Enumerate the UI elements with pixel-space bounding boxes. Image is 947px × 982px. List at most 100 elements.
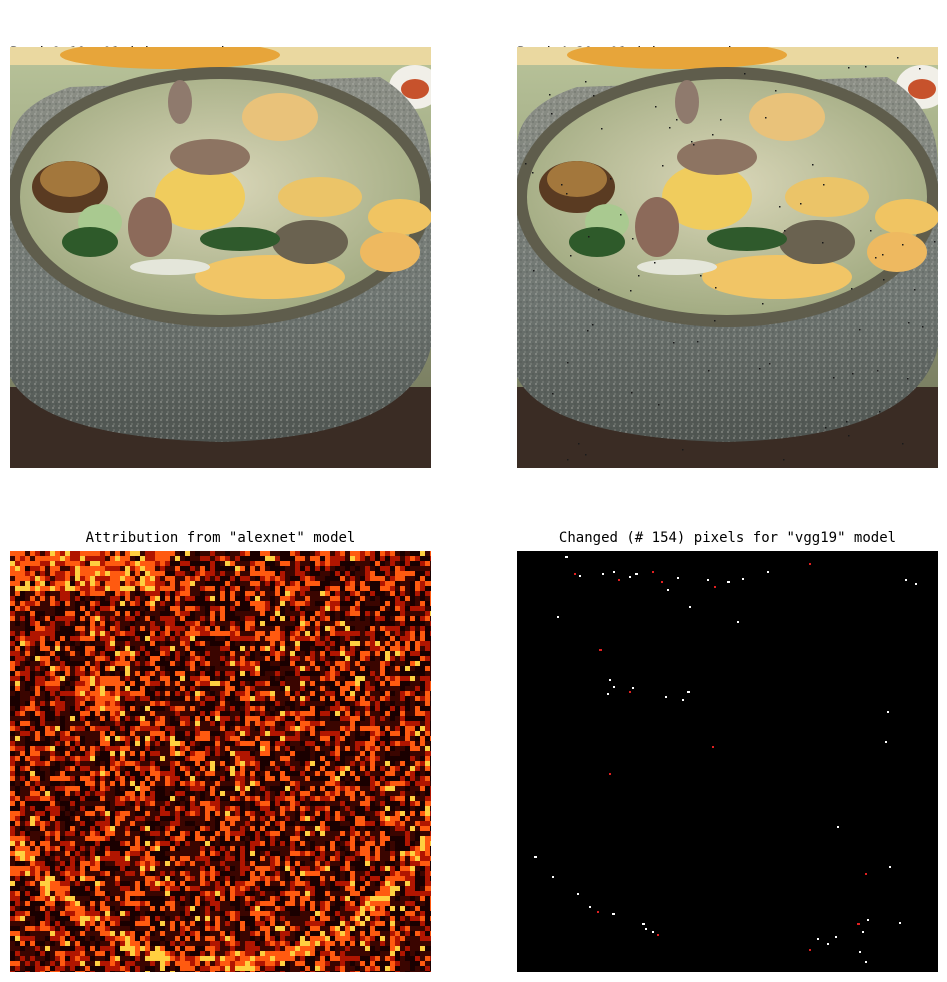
heat-cell	[265, 786, 270, 791]
heat-cell	[45, 821, 50, 826]
heat-cell	[20, 836, 25, 841]
heat-cell	[170, 611, 175, 616]
heat-cell	[310, 926, 315, 931]
heat-cell	[310, 661, 315, 666]
heat-cell	[360, 581, 365, 586]
heat-cell	[370, 786, 375, 791]
perturb-speck	[783, 459, 785, 461]
heat-cell	[185, 736, 190, 741]
heat-cell	[190, 711, 195, 716]
heat-cell	[45, 561, 50, 566]
heat-cell	[140, 756, 145, 761]
heat-cell	[205, 616, 210, 621]
heat-cell	[125, 901, 130, 906]
heat-cell	[175, 636, 180, 641]
heat-cell	[405, 586, 410, 591]
heat-cell	[145, 721, 150, 726]
heat-cell	[115, 826, 120, 831]
heat-cell	[25, 601, 30, 606]
heat-cell	[275, 861, 280, 866]
heat-cell	[335, 616, 340, 621]
heat-cell	[210, 781, 215, 786]
heat-cell	[305, 571, 310, 576]
heat-cell	[75, 726, 80, 731]
heat-cell	[310, 886, 315, 891]
heat-cell	[125, 931, 130, 936]
heat-cell	[285, 651, 290, 656]
heat-cell	[365, 621, 370, 626]
heat-cell	[175, 791, 180, 796]
heat-cell	[230, 726, 235, 731]
heat-cell	[10, 661, 15, 666]
heat-cell	[360, 871, 365, 876]
heat-cell	[25, 636, 30, 641]
heat-cell	[20, 786, 25, 791]
heat-cell	[100, 941, 105, 946]
heat-cell	[130, 666, 135, 671]
heat-cell	[60, 771, 65, 776]
heat-cell	[145, 811, 150, 816]
heat-cell	[105, 741, 110, 746]
heat-cell	[430, 921, 431, 926]
heat-cell	[320, 861, 325, 866]
heat-cell	[325, 691, 330, 696]
heat-cell	[395, 886, 400, 891]
heat-cell	[15, 711, 20, 716]
heat-cell	[415, 856, 420, 861]
heat-cell	[185, 846, 190, 851]
heat-cell	[35, 596, 40, 601]
heat-cell	[315, 781, 320, 786]
perturb-speck	[897, 57, 899, 59]
heat-cell	[320, 901, 325, 906]
heat-cell	[105, 936, 110, 941]
perturb-speck	[784, 230, 786, 232]
heat-cell	[365, 636, 370, 641]
heat-cell	[410, 796, 415, 801]
heat-cell	[15, 896, 20, 901]
heat-cell	[220, 651, 225, 656]
heat-cell	[410, 636, 415, 641]
heat-cell	[135, 646, 140, 651]
heat-cell	[290, 591, 295, 596]
heat-cell	[275, 716, 280, 721]
heat-cell	[100, 881, 105, 886]
heat-cell	[340, 876, 345, 881]
heat-cell	[425, 686, 430, 691]
heat-cell	[80, 836, 85, 841]
heat-cell	[70, 776, 75, 781]
heat-cell	[125, 596, 130, 601]
heat-cell	[80, 676, 85, 681]
heat-cell	[325, 641, 330, 646]
heat-cell	[425, 891, 430, 896]
heat-cell	[320, 716, 325, 721]
heat-cell	[150, 731, 155, 736]
heat-cell	[370, 926, 375, 931]
heat-cell	[330, 781, 335, 786]
heat-cell	[320, 821, 325, 826]
heat-cell	[425, 936, 430, 941]
heat-cell	[275, 581, 280, 586]
heat-cell	[25, 716, 30, 721]
heat-cell	[100, 711, 105, 716]
heat-cell	[385, 591, 390, 596]
heat-cell	[45, 626, 50, 631]
heat-cell	[310, 691, 315, 696]
heat-cell	[85, 566, 90, 571]
heat-cell	[275, 726, 280, 731]
heat-cell	[280, 816, 285, 821]
heat-cell	[160, 616, 165, 621]
heat-cell	[45, 731, 50, 736]
heat-cell	[395, 651, 400, 656]
heat-cell	[55, 671, 60, 676]
heat-cell	[160, 651, 165, 656]
heat-cell	[100, 746, 105, 751]
heat-cell	[180, 586, 185, 591]
heat-cell	[135, 816, 140, 821]
heat-cell	[40, 631, 45, 636]
heat-cell	[175, 631, 180, 636]
heat-cell	[80, 766, 85, 771]
heat-cell	[220, 876, 225, 881]
heat-cell	[55, 691, 60, 696]
heat-cell	[315, 616, 320, 621]
heat-cell	[75, 566, 80, 571]
